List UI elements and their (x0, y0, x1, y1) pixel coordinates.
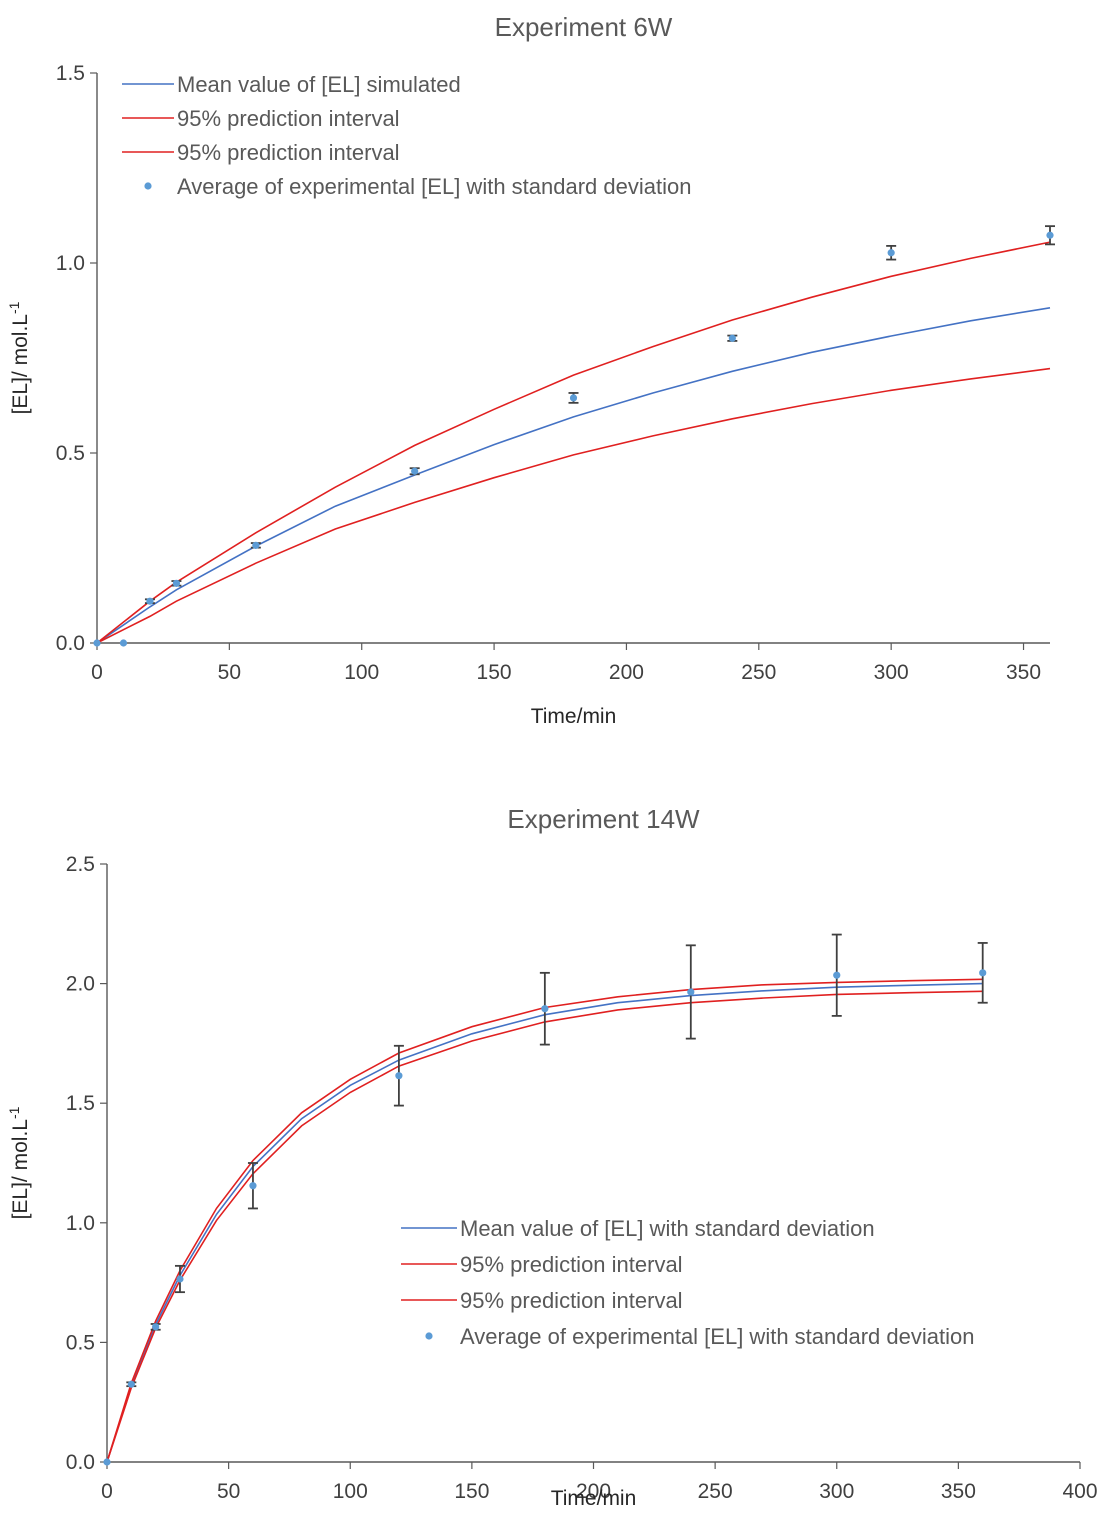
legend-entry: 95% prediction interval (460, 1252, 683, 1277)
legend-swatch-marker (144, 182, 152, 190)
data-point (93, 639, 101, 647)
legend-entry: Mean value of [EL] simulated (177, 72, 461, 97)
data-point (249, 1182, 257, 1190)
legend-entry: 95% prediction interval (177, 106, 400, 131)
x-tick-label: 350 (941, 1480, 976, 1503)
y-axis-label-superscript: -1 (6, 1106, 22, 1119)
x-tick-label: 300 (819, 1480, 854, 1503)
x-tick-label: 350 (1006, 661, 1041, 684)
data-point (541, 1005, 549, 1013)
data-point (127, 1380, 135, 1388)
data-point (119, 639, 128, 647)
series-line-1 (96, 307, 1051, 644)
x-tick-label: 100 (333, 1480, 368, 1503)
x-tick-label: 250 (698, 1480, 733, 1503)
y-tick-label: 1.5 (66, 1092, 95, 1115)
data-point (687, 988, 695, 996)
chart-title: Experiment 14W (507, 804, 700, 834)
x-tick-label: 150 (477, 661, 512, 684)
y-axis-label-superscript: -1 (6, 301, 22, 314)
x-tick-label: 100 (344, 661, 379, 684)
x-tick-label: 150 (454, 1480, 489, 1503)
x-tick-label: 50 (218, 661, 241, 684)
x-tick-label: 300 (874, 661, 909, 684)
data-point (728, 334, 736, 342)
x-tick-label: 50 (217, 1480, 240, 1503)
y-tick-label: 0.0 (66, 1451, 95, 1474)
y-axis-label: [EL]/ mol.L-1 (6, 301, 32, 414)
legend-entry: 95% prediction interval (460, 1288, 683, 1313)
y-axis-label: [EL]/ mol.L-1 (6, 1106, 32, 1219)
data-point (1046, 231, 1054, 239)
data-point (411, 467, 419, 475)
chart-1: Experiment 6W 0.0 0.5 1.0 1.5 0 50 100 150 200 250… (6, 12, 1055, 728)
x-tick-label: 250 (741, 661, 776, 684)
y-tick-label: 2.0 (66, 973, 95, 996)
legend-entry: Mean value of [EL] with standard deviati… (460, 1216, 875, 1241)
data-point (833, 971, 841, 979)
data-point (152, 1323, 160, 1331)
legend-entry: Average of experimental [EL] with standa… (460, 1324, 974, 1349)
legend-swatch-marker (425, 1332, 433, 1340)
chart-2: Experiment 14W 0.0 0.5 1.0 1.5 2.0 2.5 0 50 100 15… (6, 804, 1098, 1510)
y-tick-label: 0.5 (56, 442, 85, 465)
data-point (252, 541, 260, 549)
data-point (569, 394, 578, 402)
data-point (176, 1275, 184, 1283)
legend: Mean value of [EL] with standard deviati… (401, 1216, 974, 1349)
legend-entry: 95% prediction interval (177, 140, 400, 165)
y-axis-label-text: [EL]/ mol.L (9, 1119, 32, 1219)
data-point (146, 597, 154, 605)
y-tick-label: 1.5 (56, 62, 85, 85)
legend-entry: Average of experimental [EL] with standa… (177, 174, 691, 199)
y-axis-label-text: [EL]/ mol.L (9, 314, 32, 414)
x-tick-label: 200 (576, 1480, 611, 1503)
y-tick-label: 1.0 (66, 1212, 95, 1235)
y-tick-label: 0.5 (66, 1331, 95, 1354)
x-tick-label: 0 (101, 1480, 113, 1503)
x-tick-label: 200 (609, 661, 644, 684)
data-point (979, 969, 987, 977)
series-line-3 (96, 367, 1051, 644)
data-point (395, 1072, 403, 1080)
data-point (887, 249, 895, 257)
x-tick-label: 400 (1062, 1480, 1097, 1503)
y-tick-label: 1.0 (56, 252, 85, 275)
legend: Mean value of [EL] simulated 95% predicti… (122, 72, 691, 199)
y-tick-label: 0.0 (56, 632, 85, 655)
x-tick-label: 0 (91, 661, 103, 684)
x-axis-label: Time/min (551, 1487, 637, 1510)
series-line-2 (96, 241, 1051, 644)
y-tick-label: 2.5 (66, 853, 95, 876)
x-axis-label: Time/min (531, 705, 617, 728)
data-point (103, 1458, 111, 1466)
data-point (172, 579, 181, 587)
chart-title: Experiment 6W (495, 12, 673, 42)
